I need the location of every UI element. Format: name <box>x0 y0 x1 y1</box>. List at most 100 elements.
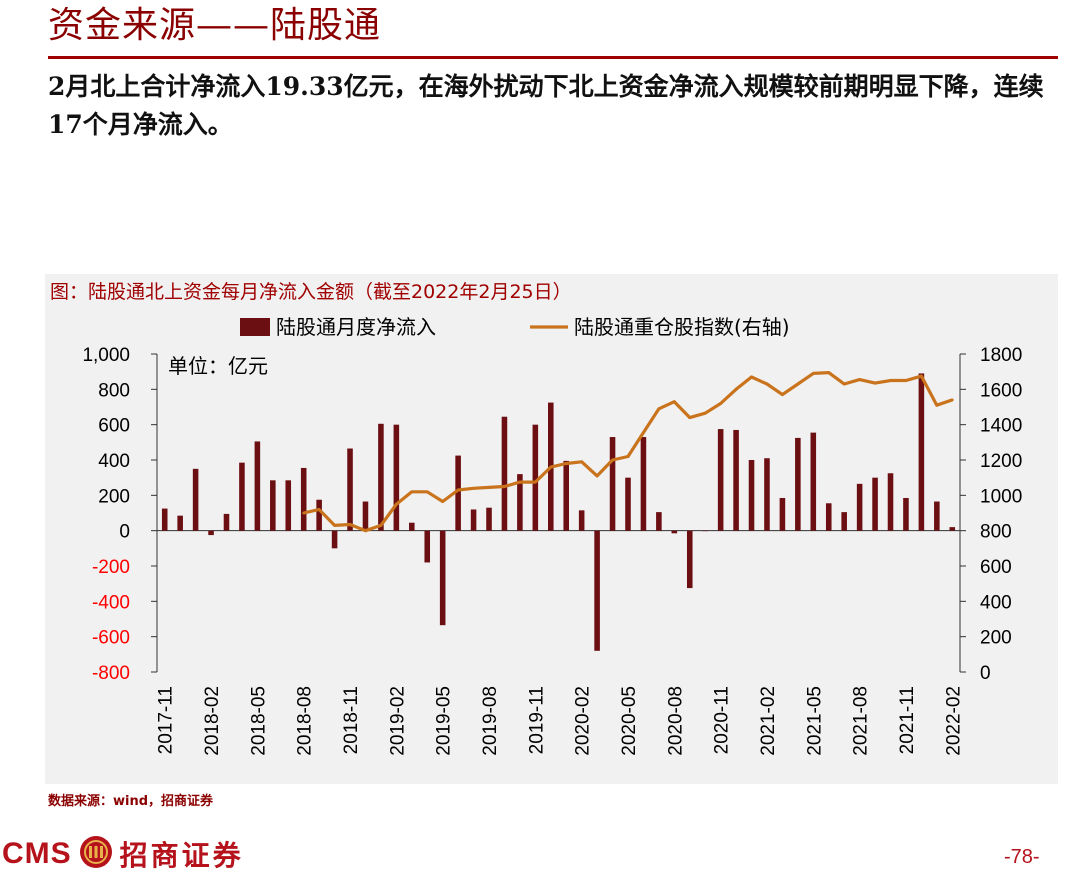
bar-2019-03 <box>409 522 415 531</box>
index-point-2019-12 <box>549 465 553 469</box>
x-tick-label: 2019-05 <box>434 686 455 756</box>
index-point-2020-05 <box>626 455 630 458</box>
bar-2020-03 <box>594 530 600 651</box>
bar-2017-12 <box>177 515 183 531</box>
x-tick-label: 2021-02 <box>758 686 779 756</box>
bar-2018-01 <box>192 468 199 531</box>
left-axis-tick-label: -200 <box>92 557 130 578</box>
bar-2018-12 <box>362 501 369 531</box>
left-axis-tick-label: 800 <box>98 380 130 401</box>
x-tick-label: 2020-11 <box>712 686 733 754</box>
bar-2021-11 <box>903 497 909 531</box>
bar-2021-08 <box>856 483 863 531</box>
index-point-2021-11 <box>904 379 908 382</box>
index-point-2019-06 <box>456 488 460 492</box>
right-axis-tick-label: 1400 <box>980 416 1022 437</box>
bar-2020-09 <box>686 530 693 589</box>
bar-2018-08 <box>300 467 307 531</box>
index-point-2019-04 <box>425 490 429 494</box>
chart-title: 图：陆股通北上资金每月净流入金额（截至2022年2月25日） <box>50 281 572 303</box>
left-axis-tick-label: -400 <box>92 592 130 613</box>
bar-2021-09 <box>872 477 878 531</box>
bar-2019-08 <box>486 507 492 531</box>
right-axis-tick-label: 0 <box>980 663 991 684</box>
index-point-2021-08 <box>858 378 862 382</box>
left-axis-tick-label: -600 <box>92 628 130 649</box>
bar-2020-11 <box>717 429 724 531</box>
index-point-2019-09 <box>503 485 506 488</box>
bar-2021-01 <box>748 460 755 531</box>
legend-bar-label: 陆股通月度净流入 <box>276 315 436 339</box>
bar-2021-10 <box>887 473 894 531</box>
x-tick-label: 2018-11 <box>341 686 362 754</box>
bar-2021-07 <box>841 512 847 531</box>
x-tick-label: 2021-05 <box>804 686 825 756</box>
bar-2018-02 <box>208 530 214 536</box>
bar-2021-04 <box>795 437 801 531</box>
right-axis-tick-label: 1000 <box>980 486 1022 507</box>
index-point-2020-11 <box>719 402 723 405</box>
bar-2020-12 <box>733 429 739 531</box>
bar-2022-02 <box>949 527 956 531</box>
bar-2019-11 <box>532 424 539 531</box>
bar-2020-05 <box>625 477 631 531</box>
x-tick-label: 2018-05 <box>248 686 269 756</box>
index-point-2020-09 <box>688 416 692 419</box>
index-point-2020-10 <box>703 411 707 415</box>
index-point-2020-06 <box>642 431 645 435</box>
index-point-2020-12 <box>734 387 738 391</box>
bar-2021-05 <box>810 432 817 531</box>
bar-2020-02 <box>578 510 585 531</box>
left-axis-tick-label: 0 <box>119 522 130 543</box>
bar-2020-08 <box>671 530 678 534</box>
x-tick-label: 2020-08 <box>665 686 686 756</box>
logo-emblem-icon <box>78 834 114 874</box>
bar-2018-07 <box>285 480 292 531</box>
index-point-2019-07 <box>472 486 475 490</box>
x-tick-label: 2021-11 <box>897 686 918 754</box>
index-point-2018-09 <box>317 508 321 511</box>
x-tick-label: 2022-02 <box>943 686 964 756</box>
index-point-2021-12 <box>919 374 923 378</box>
bar-2017-11 <box>161 508 168 531</box>
x-tick-label: 2019-08 <box>480 686 501 756</box>
index-point-2019-11 <box>533 480 537 484</box>
bar-2019-01 <box>378 423 384 531</box>
bar-2018-05 <box>254 441 261 531</box>
legend-line-label: 陆股通重仓股指数(右轴) <box>574 315 790 339</box>
bar-2018-04 <box>239 462 245 531</box>
logo-cn-text: 招商证券 <box>119 839 244 872</box>
title-divider <box>48 56 1058 59</box>
left-axis-tick-label: 600 <box>98 416 130 437</box>
bar-2021-03 <box>779 497 786 531</box>
page-number: -78- <box>1004 846 1040 868</box>
index-point-2021-03 <box>781 393 784 397</box>
bar-2020-01 <box>563 460 570 531</box>
bar-2020-04 <box>609 437 616 531</box>
legend-bar-swatch <box>240 318 270 336</box>
bar-2019-05 <box>439 530 446 626</box>
bar-2019-09 <box>501 416 508 531</box>
index-point-2019-03 <box>410 490 414 494</box>
left-axis-tick-label: 400 <box>98 451 130 472</box>
bar-2019-02 <box>393 424 400 531</box>
bar-2021-06 <box>825 503 832 531</box>
index-point-2021-02 <box>765 382 769 386</box>
index-point-2021-10 <box>889 379 892 382</box>
index-point-2020-08 <box>672 400 676 404</box>
x-tick-label: 2018-02 <box>202 686 223 756</box>
right-axis-tick-label: 400 <box>980 592 1012 613</box>
bar-2018-10 <box>331 530 338 549</box>
index-point-2022-01 <box>935 403 939 407</box>
company-logo: CMS 招商证券 <box>2 834 244 874</box>
bar-2018-06 <box>270 480 276 531</box>
index-point-2020-03 <box>595 474 599 478</box>
index-point-2019-08 <box>487 485 491 489</box>
index-point-2019-05 <box>441 500 445 503</box>
index-point-2021-06 <box>827 371 831 374</box>
bar-2020-07 <box>656 512 662 531</box>
section-title: 资金来源——陆股通 <box>48 5 382 46</box>
index-point-2018-12 <box>364 529 367 533</box>
index-point-2020-07 <box>657 407 661 411</box>
bar-2018-09 <box>316 499 322 531</box>
